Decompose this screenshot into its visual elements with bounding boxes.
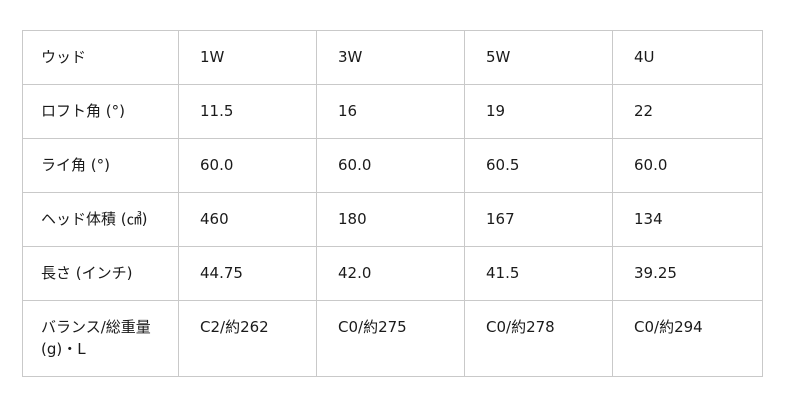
spec-value: 60.0 bbox=[612, 138, 763, 193]
table-header-row: ウッド 1W 3W 5W 4U bbox=[22, 30, 763, 85]
spec-value: 134 bbox=[612, 192, 763, 247]
row-label-head-volume: ヘッド体積 (㎤) bbox=[22, 192, 179, 247]
spec-value: C0/約275 bbox=[316, 300, 465, 377]
row-label-wood: ウッド bbox=[22, 30, 179, 85]
table-row-length: 長さ (インチ) 44.75 42.0 41.5 39.25 bbox=[22, 246, 763, 301]
row-label-balance-weight: バランス/総重量 (g)・L bbox=[22, 300, 179, 377]
spec-value: 460 bbox=[178, 192, 317, 247]
spec-value: 60.0 bbox=[178, 138, 317, 193]
table-row-balance-weight: バランス/総重量 (g)・L C2/約262 C0/約275 C0/約278 C… bbox=[22, 300, 763, 377]
row-label-length: 長さ (インチ) bbox=[22, 246, 179, 301]
spec-value: 11.5 bbox=[178, 84, 317, 139]
table-row-head-volume: ヘッド体積 (㎤) 460 180 167 134 bbox=[22, 192, 763, 247]
spec-value: 42.0 bbox=[316, 246, 465, 301]
spec-value: C0/約294 bbox=[612, 300, 763, 377]
spec-value: 167 bbox=[464, 192, 613, 247]
spec-value: 19 bbox=[464, 84, 613, 139]
spec-value: C2/約262 bbox=[178, 300, 317, 377]
spec-value: 180 bbox=[316, 192, 465, 247]
spec-value: 44.75 bbox=[178, 246, 317, 301]
spec-value: 16 bbox=[316, 84, 465, 139]
table-row-lie-angle: ライ角 (°) 60.0 60.0 60.5 60.0 bbox=[22, 138, 763, 193]
column-header-5w: 5W bbox=[464, 30, 613, 85]
column-header-4u: 4U bbox=[612, 30, 763, 85]
column-header-1w: 1W bbox=[178, 30, 317, 85]
column-header-3w: 3W bbox=[316, 30, 465, 85]
spec-value: 60.0 bbox=[316, 138, 465, 193]
golf-club-spec-table: ウッド 1W 3W 5W 4U ロフト角 (°) 11.5 16 19 22 ラ… bbox=[22, 30, 763, 377]
table-row-loft-angle: ロフト角 (°) 11.5 16 19 22 bbox=[22, 84, 763, 139]
row-label-lie-angle: ライ角 (°) bbox=[22, 138, 179, 193]
spec-value: 41.5 bbox=[464, 246, 613, 301]
spec-value: 39.25 bbox=[612, 246, 763, 301]
spec-value: C0/約278 bbox=[464, 300, 613, 377]
row-label-loft-angle: ロフト角 (°) bbox=[22, 84, 179, 139]
spec-value: 22 bbox=[612, 84, 763, 139]
spec-value: 60.5 bbox=[464, 138, 613, 193]
